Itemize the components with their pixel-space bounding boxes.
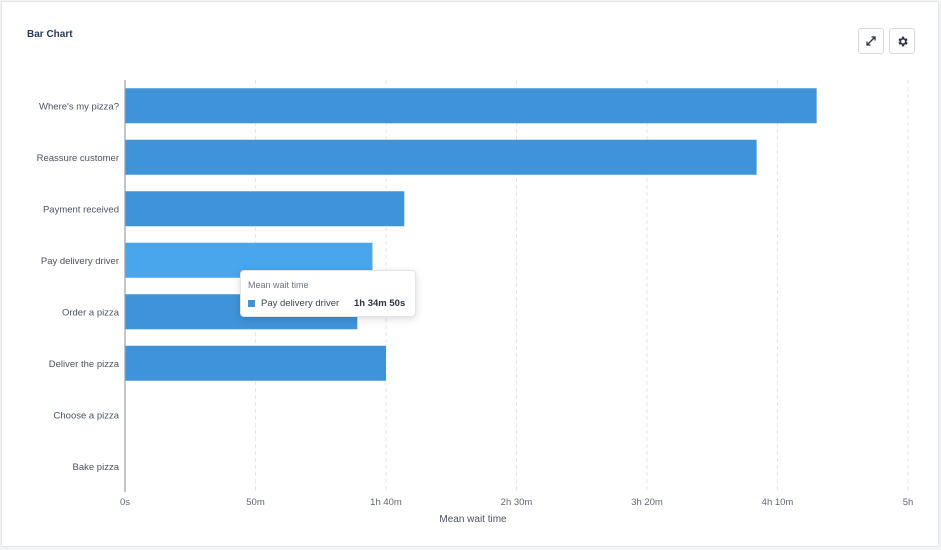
y-tick-label: Bake pizza <box>73 462 120 473</box>
chart-title: Bar Chart <box>27 29 73 40</box>
y-tick-label: Reassure customer <box>37 153 119 164</box>
y-tick-label: Where's my pizza? <box>39 101 119 112</box>
x-tick-label: 0s <box>120 497 130 508</box>
x-tick-label: 5h <box>903 497 914 508</box>
y-tick-label: Choose a pizza <box>54 410 120 421</box>
gear-icon <box>897 36 908 46</box>
x-tick-label: 50m <box>246 497 265 508</box>
bar <box>125 191 405 227</box>
y-tick-label: Order a pizza <box>62 307 120 318</box>
tooltip-title: Mean wait time <box>248 280 309 290</box>
bar <box>125 139 757 175</box>
expand-icon <box>866 36 876 46</box>
x-axis-title: Mean wait time <box>439 514 507 525</box>
tooltip-value: 1h 34m 50s <box>354 298 406 309</box>
settings-button[interactable] <box>889 28 915 54</box>
tooltip-series-label: Pay delivery driver <box>261 298 340 309</box>
bar <box>125 345 386 381</box>
y-tick-label: Payment received <box>43 204 119 215</box>
bar <box>125 88 817 124</box>
x-tick-label: 2h 30m <box>501 497 533 508</box>
tooltip-swatch <box>248 300 255 307</box>
x-tick-label: 4h 10m <box>762 497 794 508</box>
y-tick-label: Deliver the pizza <box>49 359 120 370</box>
expand-button[interactable] <box>858 28 884 54</box>
x-tick-label: 1h 40m <box>370 497 402 508</box>
chart-tooltip: Mean wait time Pay delivery driver 1h 34… <box>240 270 416 317</box>
y-tick-label: Pay delivery driver <box>41 256 119 267</box>
x-tick-label: 3h 20m <box>631 497 663 508</box>
